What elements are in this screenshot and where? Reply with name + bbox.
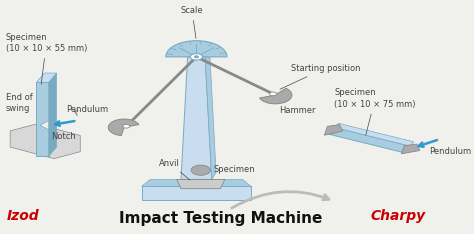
Polygon shape	[401, 144, 420, 154]
Wedge shape	[108, 119, 139, 135]
Polygon shape	[329, 128, 410, 153]
Circle shape	[270, 92, 276, 96]
Polygon shape	[10, 124, 80, 159]
Text: Specimen
(10 × 10 × 75 mm): Specimen (10 × 10 × 75 mm)	[334, 88, 416, 135]
Polygon shape	[142, 186, 251, 200]
Polygon shape	[36, 82, 49, 156]
Text: Specimen: Specimen	[214, 165, 255, 174]
Polygon shape	[177, 179, 225, 189]
Text: Izod: Izod	[7, 209, 40, 223]
Polygon shape	[36, 73, 56, 82]
Polygon shape	[324, 125, 343, 135]
Text: Starting position: Starting position	[280, 64, 360, 89]
Polygon shape	[335, 123, 414, 146]
Text: End of
swing: End of swing	[6, 93, 33, 113]
Text: Hammer: Hammer	[280, 106, 316, 115]
Circle shape	[123, 124, 130, 128]
Wedge shape	[260, 88, 292, 104]
Circle shape	[191, 165, 210, 175]
Text: Pendulum: Pendulum	[66, 105, 109, 113]
Text: Charpy: Charpy	[370, 209, 426, 223]
Text: Pendulum: Pendulum	[429, 147, 471, 157]
Text: Notch: Notch	[51, 132, 76, 141]
Wedge shape	[166, 41, 227, 57]
Polygon shape	[205, 57, 216, 179]
Text: Anvil: Anvil	[159, 159, 190, 180]
Polygon shape	[181, 57, 212, 179]
Polygon shape	[49, 73, 56, 156]
Polygon shape	[142, 179, 251, 186]
Text: Impact Testing Machine: Impact Testing Machine	[119, 211, 322, 226]
Text: Scale: Scale	[181, 6, 203, 38]
Circle shape	[194, 56, 199, 58]
Polygon shape	[40, 121, 49, 130]
Circle shape	[190, 54, 202, 60]
Text: Specimen
(10 × 10 × 55 mm): Specimen (10 × 10 × 55 mm)	[6, 33, 87, 84]
